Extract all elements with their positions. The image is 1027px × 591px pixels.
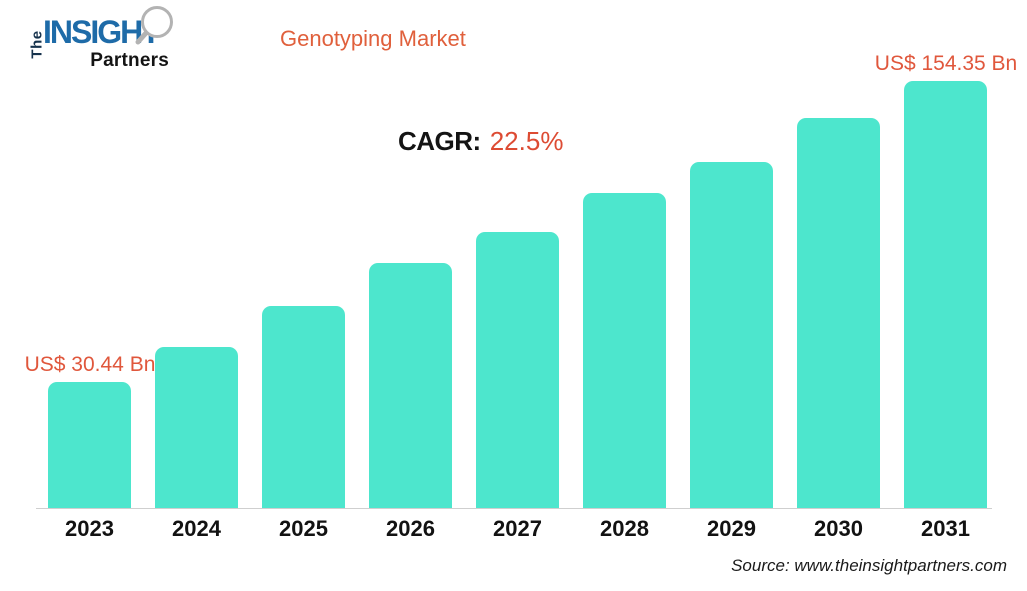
cagr-value: 22.5% bbox=[489, 126, 564, 156]
x-axis-label-2031: 2031 bbox=[921, 516, 970, 541]
chart-title: Genotyping Market bbox=[280, 26, 466, 51]
x-axis-label-2027: 2027 bbox=[493, 516, 542, 541]
bar-2030 bbox=[797, 118, 880, 508]
cagr-annotation: CAGR: 22.5% bbox=[398, 126, 563, 157]
x-axis-label-2030: 2030 bbox=[814, 516, 863, 541]
x-axis-label-2025: 2025 bbox=[279, 516, 328, 541]
data-label-2031: US$ 154.35 Bn bbox=[874, 52, 1018, 75]
logo-partners-text: Partners bbox=[90, 50, 169, 71]
x-axis-label-2026: 2026 bbox=[386, 516, 435, 541]
x-axis-label-2023: 2023 bbox=[65, 516, 114, 541]
bar-2026 bbox=[369, 263, 452, 508]
bar-2028 bbox=[583, 193, 666, 508]
source-attribution: Source: www.theinsightpartners.com bbox=[731, 556, 1007, 575]
bar-2029 bbox=[690, 162, 773, 508]
insight-partners-logo: The INSIGHT Partners bbox=[28, 6, 188, 72]
bar-2024 bbox=[155, 347, 238, 508]
bar-2025 bbox=[262, 306, 345, 508]
x-axis-label-2029: 2029 bbox=[707, 516, 756, 541]
magnifier-icon bbox=[135, 6, 173, 45]
bar-2031 bbox=[904, 81, 987, 508]
cagr-label: CAGR: bbox=[398, 126, 481, 156]
x-axis-label-2024: 2024 bbox=[172, 516, 221, 541]
data-label-2023: US$ 30.44 Bn bbox=[24, 353, 156, 376]
x-axis-line bbox=[36, 508, 992, 509]
bar-2027 bbox=[476, 232, 559, 508]
x-axis-label-2028: 2028 bbox=[600, 516, 649, 541]
bar-2023 bbox=[48, 382, 131, 508]
